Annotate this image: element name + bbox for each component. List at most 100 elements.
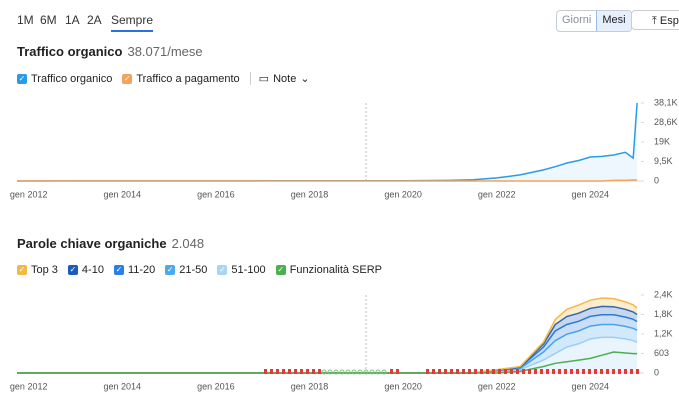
legend-item[interactable]: ✓ Traffico organico xyxy=(17,73,112,85)
event-flag xyxy=(357,369,363,375)
legend-item[interactable]: ✓ Funzionalità SERP xyxy=(275,264,383,276)
chart-title-2: Parole chiave organiche 2.048 xyxy=(17,236,204,251)
event-flag xyxy=(606,369,609,374)
event-flag xyxy=(582,369,585,374)
event-flag xyxy=(486,369,489,374)
legend-label: 11-20 xyxy=(127,264,156,276)
y-tick-label: 2,4K xyxy=(654,289,673,299)
event-flag xyxy=(312,369,315,374)
x-tick-label: gen 2022 xyxy=(478,189,516,199)
event-flag xyxy=(528,369,531,374)
event-flag xyxy=(432,369,435,374)
event-flag xyxy=(624,369,627,374)
period-tab[interactable]: 6M xyxy=(40,13,57,27)
event-flag xyxy=(588,369,591,374)
legend: ✓ Top 3 ✓ 4-10 ✓ 11-20 ✓ 21-50 ✓ 51-100 ✓ Funzional… xyxy=(17,264,382,276)
event-flag xyxy=(594,369,597,374)
legend-checkbox: ✓ xyxy=(122,73,133,84)
legend-checkbox: ✓ xyxy=(17,73,27,84)
event-flag xyxy=(510,369,513,374)
legend-item[interactable]: ✓ 4-10 xyxy=(67,264,104,276)
chart-title-1: Traffico organico 38.071/mese xyxy=(17,44,203,59)
event-flag xyxy=(318,369,321,374)
legend-item[interactable]: ✓ Traffico a pagamento xyxy=(122,72,240,85)
y-tick-label: 38,1K xyxy=(654,97,678,107)
event-flag xyxy=(504,369,507,374)
x-tick-label: gen 2018 xyxy=(291,381,329,391)
event-flag xyxy=(540,369,543,374)
legend-checkbox: ✓ xyxy=(113,265,124,275)
title: Parole chiave organiche xyxy=(17,236,167,251)
event-flag xyxy=(630,369,633,374)
legend-checkbox: ✓ xyxy=(275,265,286,275)
event-flag xyxy=(522,369,525,374)
series-line xyxy=(17,351,638,374)
x-tick-label: gen 2018 xyxy=(291,189,329,199)
granularity-option[interactable]: Giorni xyxy=(562,14,592,26)
legend-checkbox: ✓ xyxy=(17,265,27,275)
event-flag xyxy=(345,369,351,375)
event-flag xyxy=(327,369,333,375)
event-flag xyxy=(564,369,567,374)
legend-item[interactable]: ✓ 11-20 xyxy=(113,264,156,276)
granularity-toggle: Giorni Mesi xyxy=(556,10,632,32)
event-flag xyxy=(396,369,399,374)
event-flag xyxy=(381,369,387,375)
event-flag xyxy=(636,369,639,374)
event-flag xyxy=(558,369,561,374)
event-flag xyxy=(498,369,501,374)
y-tick-label: 28,6K xyxy=(654,117,678,127)
event-flag xyxy=(570,369,573,374)
event-flag xyxy=(288,369,291,374)
event-flag xyxy=(363,369,369,375)
event-flag xyxy=(546,369,549,374)
event-flag xyxy=(444,369,447,374)
subtitle: 38.071/mese xyxy=(127,44,203,59)
event-flag xyxy=(426,369,429,374)
period-tab[interactable]: 2A xyxy=(87,13,102,27)
notes-dropdown[interactable]: ▭ Note ⌄ xyxy=(249,72,310,85)
legend-item[interactable]: ✓ 21-50 xyxy=(165,264,207,276)
event-flag xyxy=(612,369,615,374)
x-tick-label: gen 2012 xyxy=(10,189,48,199)
event-flag xyxy=(552,369,555,374)
notes-caret: ⌄ xyxy=(300,73,310,85)
y-tick-label: 603 xyxy=(654,348,669,358)
subtitle: 2.048 xyxy=(171,236,205,251)
export-button[interactable]: ⤒ Esporta xyxy=(631,10,679,30)
y-tick-label: 0 xyxy=(654,367,659,377)
event-flag xyxy=(339,369,345,375)
event-flag xyxy=(264,369,267,374)
area-fill xyxy=(17,337,638,373)
period-tab[interactable]: 1M xyxy=(17,13,34,27)
event-flag xyxy=(375,369,381,375)
event-flag xyxy=(618,369,621,374)
legend-checkbox: ✓ xyxy=(165,265,176,275)
legend-label: Top 3 xyxy=(31,264,58,276)
x-tick-label: gen 2014 xyxy=(104,381,142,391)
event-flag xyxy=(333,369,339,375)
x-tick-label: gen 2016 xyxy=(197,189,235,199)
legend-label: Traffico a pagamento xyxy=(136,72,240,85)
x-tick-label: gen 2024 xyxy=(572,381,610,391)
y-tick-label: 0 xyxy=(654,175,659,185)
series-line xyxy=(17,179,638,182)
legend-label: 4-10 xyxy=(81,264,104,276)
event-flag xyxy=(294,369,297,374)
event-flag xyxy=(321,369,327,375)
y-tick-label: 19K xyxy=(654,136,670,146)
event-flag xyxy=(600,369,603,374)
x-tick-label: gen 2022 xyxy=(478,381,516,391)
series-line xyxy=(17,102,638,182)
period-tab[interactable]: 1A xyxy=(65,13,80,27)
granularity-option[interactable]: Mesi xyxy=(596,11,631,31)
event-flag xyxy=(474,369,477,374)
notes-label: Note xyxy=(273,72,297,85)
legend-item[interactable]: ✓ Top 3 xyxy=(17,264,58,276)
event-flag xyxy=(516,369,519,374)
legend-label: Funzionalità SERP xyxy=(289,264,383,276)
event-flag xyxy=(282,369,285,374)
legend-item[interactable]: ✓ 51-100 xyxy=(217,264,266,276)
period-tab[interactable]: Sempre xyxy=(111,13,154,32)
